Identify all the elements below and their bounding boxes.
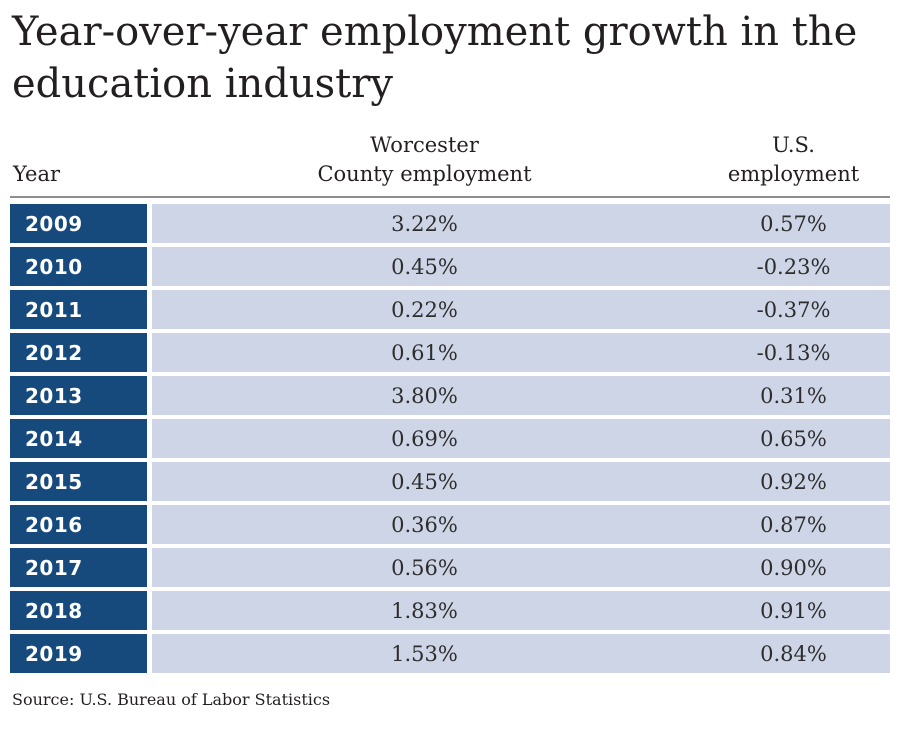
table-body: 2009 3.22% 0.57% 2010 0.45% -0.23% 2011 … bbox=[10, 204, 890, 673]
column-header-us-line1: U.S. bbox=[772, 133, 815, 157]
value-band: 0.61% -0.13% bbox=[152, 333, 890, 372]
column-header-worcester: Worcester County employment bbox=[152, 131, 697, 189]
year-cell: 2017 bbox=[10, 548, 147, 587]
table-row: 2016 0.36% 0.87% bbox=[10, 505, 890, 544]
table-row: 2014 0.69% 0.65% bbox=[10, 419, 890, 458]
us-value: 0.92% bbox=[760, 469, 827, 494]
value-band: 0.69% 0.65% bbox=[152, 419, 890, 458]
worcester-value: 0.22% bbox=[391, 297, 458, 322]
us-value: 0.57% bbox=[760, 211, 827, 236]
worcester-value: 0.45% bbox=[391, 254, 458, 279]
worcester-value: 1.53% bbox=[391, 641, 458, 666]
us-value: 0.90% bbox=[760, 555, 827, 580]
value-band: 3.22% 0.57% bbox=[152, 204, 890, 243]
value-band: 1.83% 0.91% bbox=[152, 591, 890, 630]
value-band: 0.56% 0.90% bbox=[152, 548, 890, 587]
value-band: 0.45% 0.92% bbox=[152, 462, 890, 501]
header-divider bbox=[10, 196, 890, 198]
page-title: Year-over-year employment growth in the … bbox=[12, 9, 858, 107]
us-value: 0.31% bbox=[760, 383, 827, 408]
year-cell: 2014 bbox=[10, 419, 147, 458]
worcester-value: 0.69% bbox=[391, 426, 458, 451]
table-row: 2017 0.56% 0.90% bbox=[10, 548, 890, 587]
worcester-value: 3.22% bbox=[391, 211, 458, 236]
value-band: 3.80% 0.31% bbox=[152, 376, 890, 415]
year-cell: 2016 bbox=[10, 505, 147, 544]
worcester-value: 0.45% bbox=[391, 469, 458, 494]
year-cell: 2009 bbox=[10, 204, 147, 243]
column-header-us: U.S. employment bbox=[697, 131, 890, 189]
value-band: 1.53% 0.84% bbox=[152, 634, 890, 673]
column-header-worcester-line1: Worcester bbox=[370, 133, 479, 157]
table-row: 2009 3.22% 0.57% bbox=[10, 204, 890, 243]
value-band: 0.45% -0.23% bbox=[152, 247, 890, 286]
year-cell: 2011 bbox=[10, 290, 147, 329]
value-band: 0.36% 0.87% bbox=[152, 505, 890, 544]
table-row: 2013 3.80% 0.31% bbox=[10, 376, 890, 415]
worcester-value: 0.36% bbox=[391, 512, 458, 537]
table-row: 2010 0.45% -0.23% bbox=[10, 247, 890, 286]
year-cell: 2015 bbox=[10, 462, 147, 501]
worcester-value: 3.80% bbox=[391, 383, 458, 408]
column-header-worcester-line2: County employment bbox=[317, 162, 532, 186]
us-value: -0.23% bbox=[756, 254, 831, 279]
us-value: 0.84% bbox=[760, 641, 827, 666]
table-row: 2015 0.45% 0.92% bbox=[10, 462, 890, 501]
table-header: Year Worcester County employment U.S. em… bbox=[10, 131, 890, 189]
table-row: 2011 0.22% -0.37% bbox=[10, 290, 890, 329]
us-value: -0.13% bbox=[756, 340, 831, 365]
table-row: 2018 1.83% 0.91% bbox=[10, 591, 890, 630]
table-row: 2019 1.53% 0.84% bbox=[10, 634, 890, 673]
column-header-year: Year bbox=[13, 162, 61, 186]
us-value: 0.91% bbox=[760, 598, 827, 623]
year-cell: 2018 bbox=[10, 591, 147, 630]
worcester-value: 1.83% bbox=[391, 598, 458, 623]
us-value: 0.65% bbox=[760, 426, 827, 451]
value-band: 0.22% -0.37% bbox=[152, 290, 890, 329]
table-row: 2012 0.61% -0.13% bbox=[10, 333, 890, 372]
year-cell: 2012 bbox=[10, 333, 147, 372]
us-value: -0.37% bbox=[756, 297, 831, 322]
source-note: Source: U.S. Bureau of Labor Statistics bbox=[12, 690, 331, 709]
year-cell: 2010 bbox=[10, 247, 147, 286]
year-cell: 2019 bbox=[10, 634, 147, 673]
worcester-value: 0.56% bbox=[391, 555, 458, 580]
us-value: 0.87% bbox=[760, 512, 827, 537]
worcester-value: 0.61% bbox=[391, 340, 458, 365]
column-header-us-line2: employment bbox=[727, 162, 860, 186]
year-cell: 2013 bbox=[10, 376, 147, 415]
